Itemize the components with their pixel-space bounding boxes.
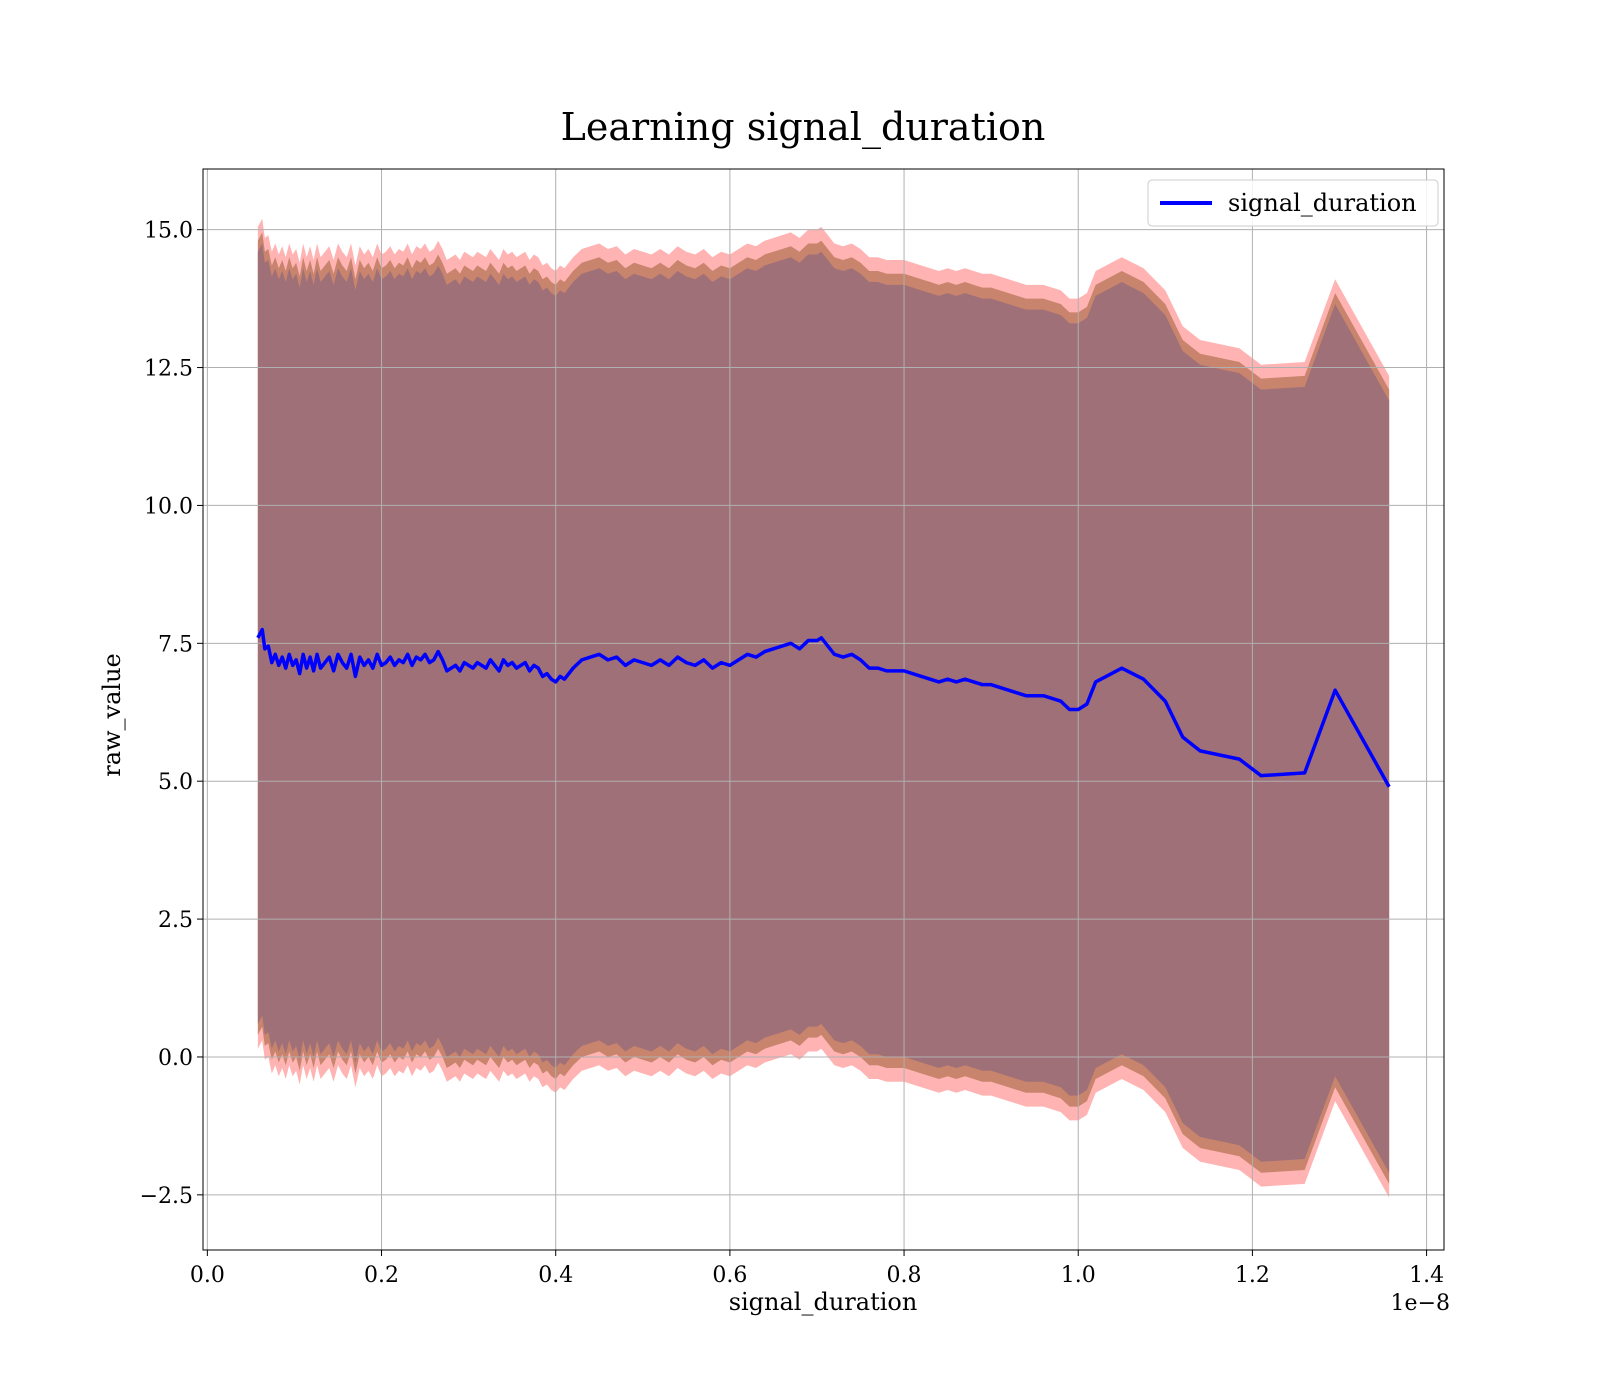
y-tick-label: 0.0 [158, 1046, 193, 1071]
band-inner [257, 243, 1390, 1173]
series-lines [256, 627, 1391, 788]
x-axis-ticks: 0.0 0.2 0.4 0.6 0.8 1.0 1.2 1.4 [190, 1250, 1444, 1288]
x-axis-label: signal_duration [729, 1288, 918, 1316]
x-tick-label: 0.6 [712, 1263, 747, 1288]
y-tick-label: −2.5 [140, 1184, 193, 1209]
x-tick-label: 1.0 [1061, 1263, 1096, 1288]
x-tick-label: 1.4 [1409, 1263, 1444, 1288]
x-tick-label: 0.8 [887, 1263, 922, 1288]
y-tick-label: 5.0 [158, 770, 193, 795]
legend-label: signal_duration [1228, 189, 1417, 217]
y-tick-label: 10.0 [144, 494, 193, 519]
x-tick-label: 0.2 [364, 1263, 399, 1288]
y-tick-label: 15.0 [144, 219, 193, 244]
x-axis-offset-label: 1e−8 [1391, 1291, 1450, 1316]
x-tick-label: 1.2 [1235, 1263, 1270, 1288]
x-tick-label: 0.0 [190, 1263, 225, 1288]
legend: signal_duration [1147, 179, 1439, 227]
y-tick-label: 7.5 [158, 632, 193, 657]
x-tick-label: 0.4 [538, 1263, 573, 1288]
uncertainty-bands [257, 218, 1390, 1198]
plot-frame [202, 168, 1445, 1251]
chart-title: Learning signal_duration [561, 105, 1046, 150]
y-tick-label: 12.5 [144, 357, 193, 382]
y-tick-label: 2.5 [158, 908, 193, 933]
y-axis-label: raw_value [98, 653, 126, 777]
series-line-signal-duration [256, 627, 1391, 788]
y-axis-ticks: −2.5 0.0 2.5 5.0 7.5 10.0 12.5 15.0 [140, 219, 203, 1209]
legend-box [1147, 179, 1439, 227]
